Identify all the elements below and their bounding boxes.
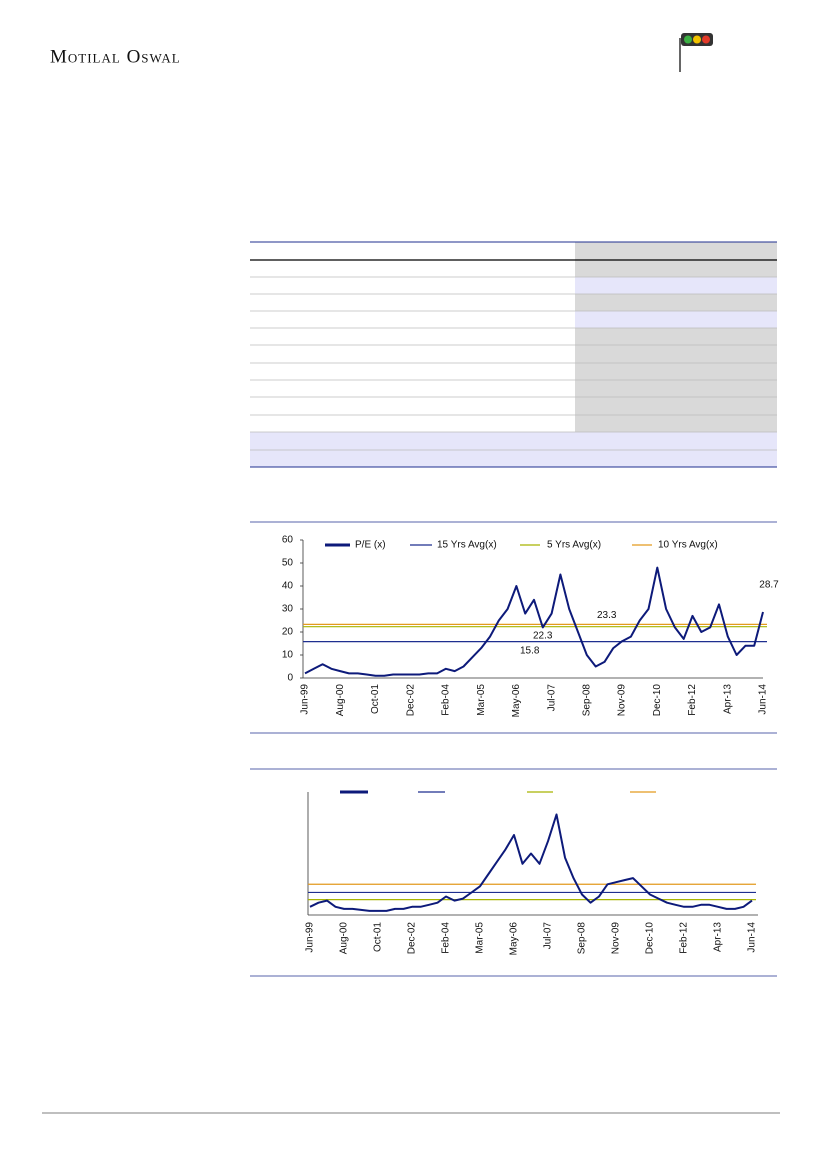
logo-icon [679, 33, 713, 72]
x-tick-label: Jul-07 [543, 922, 554, 950]
x-tick-label: Aug-00 [335, 684, 346, 717]
x-tick-label: Mar-05 [476, 684, 487, 716]
x-tick-label: Mar-05 [475, 922, 486, 954]
x-tick-label: Nov-09 [617, 684, 628, 717]
legend-label: 15 Yrs Avg(x) [437, 540, 497, 551]
y-tick-label: 30 [282, 604, 294, 615]
brand: Motilal Oswal [50, 46, 181, 67]
x-tick-label: Sep-08 [581, 684, 592, 717]
x-tick-label: Oct-01 [373, 922, 384, 952]
legend-label: 10 Yrs Avg(x) [658, 540, 718, 551]
x-tick-label: Jun-99 [305, 922, 316, 953]
y-tick-label: 20 [282, 627, 294, 638]
x-tick-label: Feb-12 [687, 684, 698, 716]
x-tick-label: Feb-04 [441, 922, 452, 954]
x-tick-label: Oct-01 [370, 684, 381, 714]
x-tick-label: May-06 [509, 922, 520, 956]
x-tick-label: Feb-04 [441, 684, 452, 716]
x-tick-label: Jul-07 [546, 684, 557, 712]
y-tick-label: 60 [282, 535, 294, 546]
y-tick-label: 50 [282, 558, 294, 569]
reference-label: 15.8 [520, 645, 540, 656]
x-tick-label: Dec-02 [407, 922, 418, 955]
series-line [309, 813, 753, 912]
x-tick-label: Dec-02 [405, 684, 416, 717]
x-tick-label: Aug-00 [339, 922, 350, 955]
series-line [304, 566, 764, 677]
x-tick-label: May-06 [511, 684, 522, 718]
x-tick-label: Jun-99 [300, 684, 311, 715]
chart-frames [250, 521, 777, 977]
x-tick-label: Apr-13 [722, 684, 733, 714]
x-tick-label: Feb-12 [679, 922, 690, 954]
reference-label: 23.3 [597, 610, 617, 621]
y-tick-label: 0 [287, 673, 293, 684]
table [250, 241, 777, 468]
x-tick-label: Dec-10 [652, 684, 663, 717]
legend-label: P/E (x) [355, 540, 386, 551]
x-tick-label: Jun-14 [747, 922, 758, 953]
x-tick-label: Sep-08 [577, 922, 588, 955]
x-tick-label: Apr-13 [713, 922, 724, 952]
y-tick-label: 10 [282, 650, 294, 661]
y-tick-label: 40 [282, 581, 294, 592]
x-tick-label: Nov-09 [611, 922, 622, 955]
value-label: 28.7 [759, 580, 779, 591]
x-tick-label: Dec-10 [645, 922, 656, 955]
x-tick-label: Jun-14 [758, 684, 769, 715]
legend-label: 5 Yrs Avg(x) [547, 540, 601, 551]
reference-label: 22.3 [533, 630, 553, 641]
